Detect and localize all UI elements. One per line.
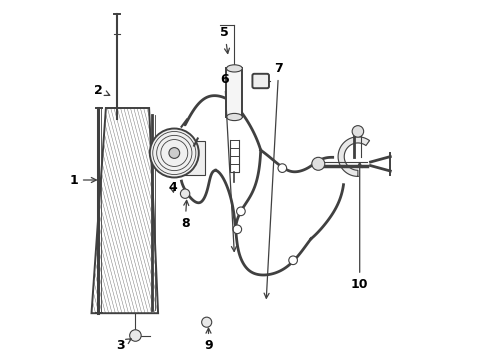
Circle shape [129,330,141,341]
Text: 4: 4 [168,181,177,194]
Circle shape [201,317,211,327]
Polygon shape [91,108,158,313]
Circle shape [288,256,297,265]
Circle shape [311,157,324,170]
Circle shape [149,129,199,177]
Text: 9: 9 [204,328,212,352]
Text: 7: 7 [264,62,283,298]
Text: 2: 2 [94,84,109,96]
Text: 1: 1 [69,174,96,186]
Circle shape [236,207,244,216]
Bar [226,68,242,117]
Text: 8: 8 [181,201,189,230]
Circle shape [168,148,179,158]
Text: 3: 3 [116,339,131,352]
Text: 5: 5 [220,26,229,54]
Ellipse shape [226,65,242,72]
Text: 10: 10 [350,163,367,291]
Ellipse shape [226,113,242,121]
Circle shape [232,225,241,234]
FancyBboxPatch shape [252,74,268,88]
Text: 6: 6 [220,73,236,251]
Bar [170,141,204,175]
Circle shape [180,189,189,198]
Circle shape [351,126,363,137]
Circle shape [277,164,286,172]
Polygon shape [337,137,369,176]
